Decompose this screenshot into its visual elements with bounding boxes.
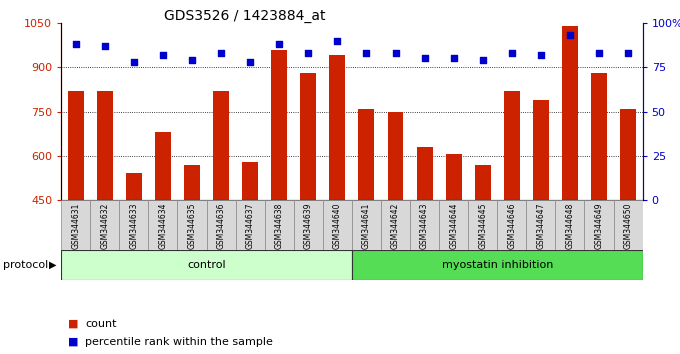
Point (216, 50, 226, 56)
Bar (235, 200, 265, 250)
Text: GSM344648: GSM344648 (566, 202, 575, 249)
Point (535, 52, 546, 58)
Bar (352, 200, 381, 250)
Bar (526, 200, 556, 250)
Text: GSM344650: GSM344650 (624, 202, 632, 249)
Bar (497, 200, 526, 250)
Text: GSM344644: GSM344644 (449, 202, 458, 249)
Text: GSM344633: GSM344633 (129, 202, 138, 249)
Bar (410, 200, 439, 250)
Point (594, 50, 605, 56)
Bar (620, 109, 636, 200)
Bar (61, 250, 352, 280)
Point (332, 38, 343, 44)
Bar (184, 165, 200, 200)
Text: ▶: ▶ (49, 260, 56, 270)
Text: GSM344639: GSM344639 (304, 202, 313, 249)
Bar (155, 132, 171, 200)
Bar (591, 73, 607, 200)
Text: GSM344642: GSM344642 (391, 202, 400, 249)
Bar (381, 200, 410, 250)
Point (361, 50, 372, 56)
Point (507, 50, 517, 56)
Bar (468, 200, 497, 250)
Point (274, 41, 285, 47)
Bar (352, 250, 643, 280)
Bar (271, 50, 287, 200)
Bar (120, 200, 148, 250)
Text: GSM344646: GSM344646 (507, 202, 516, 249)
Text: GSM344649: GSM344649 (594, 202, 603, 249)
Bar (323, 200, 352, 250)
Bar (388, 112, 403, 200)
Text: GSM344640: GSM344640 (333, 202, 342, 249)
Point (303, 50, 313, 56)
Text: myostatin inhibition: myostatin inhibition (441, 259, 553, 270)
Bar (68, 91, 84, 200)
Point (623, 50, 634, 56)
Point (390, 50, 401, 56)
Bar (242, 162, 258, 200)
Bar (585, 200, 613, 250)
Bar (265, 200, 294, 250)
Point (70, 41, 81, 47)
Text: GSM344637: GSM344637 (245, 202, 254, 249)
Text: count: count (85, 319, 116, 329)
Text: GDS3526 / 1423884_at: GDS3526 / 1423884_at (164, 9, 326, 23)
Bar (301, 73, 316, 200)
Bar (61, 200, 90, 250)
Point (158, 52, 169, 58)
Text: ■: ■ (68, 337, 78, 347)
Text: GSM344645: GSM344645 (478, 202, 487, 249)
Bar (445, 154, 462, 200)
Bar (613, 200, 643, 250)
Bar (439, 200, 468, 250)
Point (448, 56, 459, 61)
Bar (329, 56, 345, 200)
Bar (148, 200, 177, 250)
Text: percentile rank within the sample: percentile rank within the sample (85, 337, 273, 347)
Point (99, 43, 110, 49)
Bar (213, 91, 229, 200)
Bar (294, 200, 323, 250)
Bar (504, 91, 520, 200)
Point (564, 33, 575, 38)
Text: ■: ■ (68, 319, 78, 329)
Text: GSM344641: GSM344641 (362, 202, 371, 249)
Bar (177, 200, 207, 250)
Text: control: control (187, 259, 226, 270)
Point (129, 59, 139, 65)
Point (245, 59, 256, 65)
Text: GSM344636: GSM344636 (217, 202, 226, 249)
Bar (358, 109, 375, 200)
Bar (207, 200, 235, 250)
Bar (533, 100, 549, 200)
Text: GSM344638: GSM344638 (275, 202, 284, 249)
Text: protocol: protocol (3, 260, 49, 270)
Point (419, 56, 430, 61)
Text: GSM344631: GSM344631 (71, 202, 80, 249)
Bar (475, 165, 491, 200)
Bar (97, 91, 113, 200)
Text: GSM344632: GSM344632 (101, 202, 109, 249)
Bar (417, 147, 432, 200)
Text: GSM344647: GSM344647 (537, 202, 545, 249)
Point (477, 57, 488, 63)
Text: GSM344635: GSM344635 (188, 202, 197, 249)
Text: GSM344643: GSM344643 (420, 202, 429, 249)
Bar (562, 26, 578, 200)
Text: GSM344634: GSM344634 (158, 202, 167, 249)
Bar (90, 200, 120, 250)
Bar (556, 200, 585, 250)
Bar (126, 173, 142, 200)
Point (186, 57, 197, 63)
